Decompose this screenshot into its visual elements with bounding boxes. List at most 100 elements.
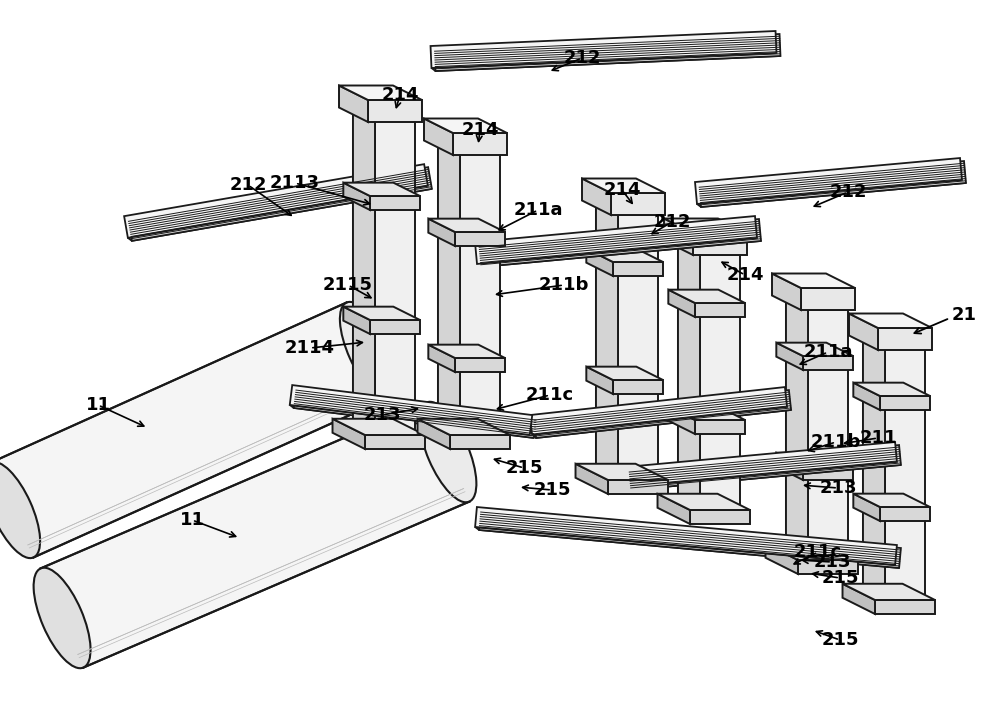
Polygon shape xyxy=(843,584,875,614)
Text: 215: 215 xyxy=(821,569,859,587)
Polygon shape xyxy=(849,313,932,328)
Polygon shape xyxy=(618,215,658,480)
Text: 214: 214 xyxy=(461,121,499,139)
Polygon shape xyxy=(668,407,695,434)
Polygon shape xyxy=(668,407,745,420)
Polygon shape xyxy=(664,218,747,233)
Text: 212: 212 xyxy=(229,176,267,194)
Polygon shape xyxy=(343,183,370,210)
Polygon shape xyxy=(776,342,853,356)
Polygon shape xyxy=(370,196,420,210)
Polygon shape xyxy=(613,380,663,394)
Polygon shape xyxy=(875,600,935,614)
Polygon shape xyxy=(368,100,422,122)
Polygon shape xyxy=(534,390,791,438)
Polygon shape xyxy=(627,462,901,490)
Polygon shape xyxy=(428,218,455,246)
Polygon shape xyxy=(668,290,745,303)
Text: 214: 214 xyxy=(603,181,641,199)
Polygon shape xyxy=(418,419,510,435)
Polygon shape xyxy=(290,405,534,438)
Text: 215: 215 xyxy=(821,631,859,649)
Polygon shape xyxy=(477,238,761,267)
Polygon shape xyxy=(428,218,505,232)
Polygon shape xyxy=(798,560,858,574)
Polygon shape xyxy=(801,288,855,310)
Text: 211: 211 xyxy=(859,429,897,447)
Text: 11: 11 xyxy=(86,396,110,414)
Polygon shape xyxy=(460,153,500,435)
Polygon shape xyxy=(863,337,925,348)
Polygon shape xyxy=(664,218,693,255)
Polygon shape xyxy=(576,464,608,494)
Text: 215: 215 xyxy=(533,481,571,499)
Polygon shape xyxy=(885,348,925,600)
Polygon shape xyxy=(803,356,853,370)
Text: 213: 213 xyxy=(819,479,857,497)
Polygon shape xyxy=(808,310,848,560)
Polygon shape xyxy=(613,262,663,276)
Polygon shape xyxy=(611,193,665,215)
Polygon shape xyxy=(438,142,500,153)
Polygon shape xyxy=(365,435,425,449)
Text: 212: 212 xyxy=(563,49,601,67)
Polygon shape xyxy=(339,86,422,100)
Polygon shape xyxy=(880,396,930,410)
Text: 214: 214 xyxy=(381,86,419,104)
Polygon shape xyxy=(658,493,750,510)
Text: 215: 215 xyxy=(505,459,543,477)
Polygon shape xyxy=(343,307,370,334)
Polygon shape xyxy=(479,219,761,267)
Polygon shape xyxy=(343,183,420,196)
Polygon shape xyxy=(766,544,858,560)
Polygon shape xyxy=(586,249,663,262)
Polygon shape xyxy=(678,244,700,510)
Polygon shape xyxy=(776,342,803,370)
Polygon shape xyxy=(668,290,695,317)
Polygon shape xyxy=(431,53,780,71)
Polygon shape xyxy=(803,466,853,480)
Text: 11: 11 xyxy=(180,511,205,529)
Polygon shape xyxy=(455,232,505,246)
Polygon shape xyxy=(776,452,803,480)
Text: 2115: 2115 xyxy=(323,276,373,294)
Polygon shape xyxy=(853,493,880,521)
Ellipse shape xyxy=(419,402,476,502)
Polygon shape xyxy=(290,385,532,435)
Polygon shape xyxy=(428,345,455,372)
Text: 212: 212 xyxy=(829,183,867,201)
Polygon shape xyxy=(455,358,505,372)
Polygon shape xyxy=(576,464,668,480)
Polygon shape xyxy=(786,299,808,560)
Text: 211b: 211b xyxy=(539,276,589,294)
Polygon shape xyxy=(424,118,453,155)
Polygon shape xyxy=(853,493,930,507)
Polygon shape xyxy=(435,34,780,71)
Polygon shape xyxy=(586,367,613,394)
Text: 212: 212 xyxy=(653,213,691,231)
Text: 211c: 211c xyxy=(794,543,842,561)
Polygon shape xyxy=(424,118,507,133)
Polygon shape xyxy=(475,216,757,264)
Polygon shape xyxy=(343,307,420,320)
Text: 213: 213 xyxy=(363,406,401,424)
Ellipse shape xyxy=(34,568,91,668)
Polygon shape xyxy=(450,435,510,449)
Polygon shape xyxy=(693,233,747,255)
Polygon shape xyxy=(0,303,389,557)
Text: 211a: 211a xyxy=(803,343,853,361)
Polygon shape xyxy=(853,383,930,396)
Polygon shape xyxy=(294,388,536,438)
Polygon shape xyxy=(475,527,899,568)
Polygon shape xyxy=(690,510,750,524)
Text: 211b: 211b xyxy=(811,433,861,451)
Ellipse shape xyxy=(0,462,40,558)
Polygon shape xyxy=(532,407,791,438)
Text: 213: 213 xyxy=(813,553,851,571)
Polygon shape xyxy=(128,167,432,241)
Polygon shape xyxy=(128,186,432,241)
Polygon shape xyxy=(772,274,801,310)
Text: 2113: 2113 xyxy=(270,174,320,192)
Polygon shape xyxy=(582,179,665,193)
Polygon shape xyxy=(586,249,613,276)
